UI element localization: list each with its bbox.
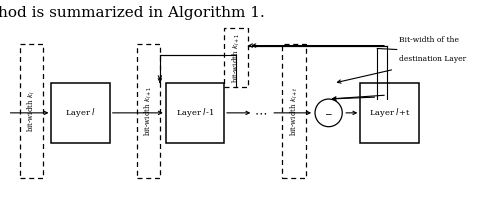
Text: destination Layer: destination Layer — [399, 55, 466, 63]
Bar — [136, 44, 160, 178]
Ellipse shape — [315, 99, 342, 127]
Bar — [283, 44, 306, 178]
Text: hod is summarized in Algorithm 1.: hod is summarized in Algorithm 1. — [0, 6, 265, 20]
Text: bit-width $k_{l+1}$: bit-width $k_{l+1}$ — [143, 86, 154, 136]
Text: Layer $l$-1: Layer $l$-1 — [176, 106, 214, 119]
Bar — [224, 28, 248, 87]
Text: $\cdots$: $\cdots$ — [254, 106, 267, 119]
Bar — [20, 44, 43, 178]
Text: bit-width $k_{l+1}$: bit-width $k_{l+1}$ — [231, 32, 242, 83]
Bar — [165, 83, 224, 143]
Bar — [360, 83, 418, 143]
Text: Layer $l$: Layer $l$ — [65, 106, 96, 119]
Text: Layer $l$+t: Layer $l$+t — [369, 106, 410, 119]
Text: bit-width $k_l$: bit-width $k_l$ — [26, 90, 37, 132]
Bar — [51, 83, 110, 143]
Text: Bit-width of the: Bit-width of the — [399, 36, 459, 44]
Text: bit-width $k_{l+t}$: bit-width $k_{l+t}$ — [288, 86, 300, 136]
Text: $-$: $-$ — [325, 108, 333, 117]
